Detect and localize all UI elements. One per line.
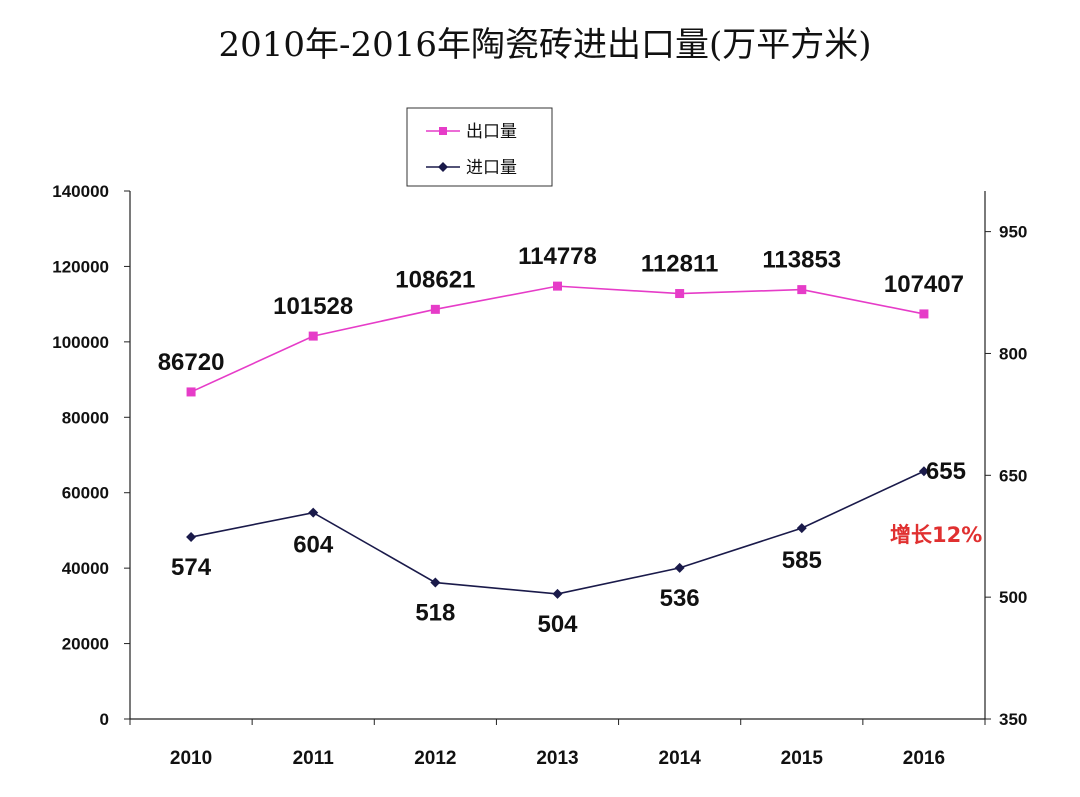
import-data-label: 604 bbox=[293, 532, 334, 559]
data-points bbox=[186, 281, 929, 599]
y-right-tick-label: 650 bbox=[999, 466, 1027, 485]
x-tick-label: 2010 bbox=[170, 748, 212, 769]
export-data-label: 113853 bbox=[762, 247, 841, 274]
export-point bbox=[186, 387, 196, 397]
import-point bbox=[308, 507, 319, 518]
chart-title: 2010年-2016年陶瓷砖进出口量(万平方米) bbox=[218, 25, 871, 65]
data-labels: 86720 101528 108621 114778 112811 113853 10740… bbox=[158, 243, 966, 638]
export-point bbox=[430, 304, 440, 314]
x-tick-label: 2012 bbox=[414, 748, 456, 769]
legend: 出口量 进口量 bbox=[406, 107, 553, 187]
import-data-label: 536 bbox=[660, 585, 700, 612]
import-data-label: 518 bbox=[415, 600, 455, 627]
export-data-label: 108621 bbox=[395, 266, 475, 293]
export-point bbox=[553, 281, 562, 291]
import-point bbox=[552, 588, 563, 599]
y-right-tick-label: 350 bbox=[999, 710, 1027, 729]
x-tick-label: 2016 bbox=[903, 748, 945, 769]
x-tick-label: 2015 bbox=[781, 748, 824, 769]
export-point bbox=[308, 331, 318, 341]
y-left-tick-label: 120000 bbox=[52, 257, 109, 276]
legend-box bbox=[406, 107, 553, 187]
growth-annotation: 增长12% bbox=[890, 523, 982, 547]
import-point bbox=[918, 466, 929, 477]
legend-label-export: 出口量 bbox=[466, 122, 517, 142]
y-left-tick-label: 80000 bbox=[62, 408, 109, 427]
import-data-label: 574 bbox=[171, 554, 212, 581]
export-data-label: 107407 bbox=[884, 271, 964, 298]
y-left-tick-label: 60000 bbox=[62, 484, 109, 503]
export-data-label: 114778 bbox=[518, 243, 597, 270]
x-tick-label: 2014 bbox=[659, 748, 702, 769]
import-data-label: 585 bbox=[782, 547, 822, 574]
y-left-tick-label: 40000 bbox=[62, 559, 109, 578]
import-point bbox=[796, 523, 807, 534]
axes: 0 20000 40000 60000 80000 100000 120000 140000 3… bbox=[52, 182, 1027, 769]
x-tick-label: 2011 bbox=[293, 748, 335, 769]
y-left-tick-label: 20000 bbox=[62, 635, 109, 654]
export-point bbox=[919, 309, 929, 319]
export-data-label: 86720 bbox=[158, 349, 225, 376]
import-data-label: 655 bbox=[926, 458, 966, 485]
import-data-label: 504 bbox=[537, 611, 578, 638]
legend-marker-export bbox=[439, 127, 447, 135]
export-data-label: 112811 bbox=[641, 251, 718, 278]
legend-label-import: 进口量 bbox=[466, 158, 517, 178]
y-right-tick-label: 800 bbox=[999, 344, 1027, 363]
legend-marker-import bbox=[438, 162, 448, 172]
import-point bbox=[674, 562, 685, 573]
y-right-tick-label: 500 bbox=[999, 588, 1027, 607]
y-right-tick-label: 950 bbox=[999, 223, 1027, 242]
export-point bbox=[675, 289, 685, 299]
y-left-tick-label: 140000 bbox=[52, 182, 109, 201]
export-point bbox=[797, 285, 807, 295]
import-point bbox=[186, 532, 197, 543]
y-left-tick-label: 100000 bbox=[52, 333, 109, 352]
export-data-label: 101528 bbox=[273, 293, 353, 320]
import-point bbox=[430, 577, 441, 588]
y-left-tick-label: 0 bbox=[100, 710, 109, 729]
x-tick-label: 2013 bbox=[536, 748, 578, 769]
